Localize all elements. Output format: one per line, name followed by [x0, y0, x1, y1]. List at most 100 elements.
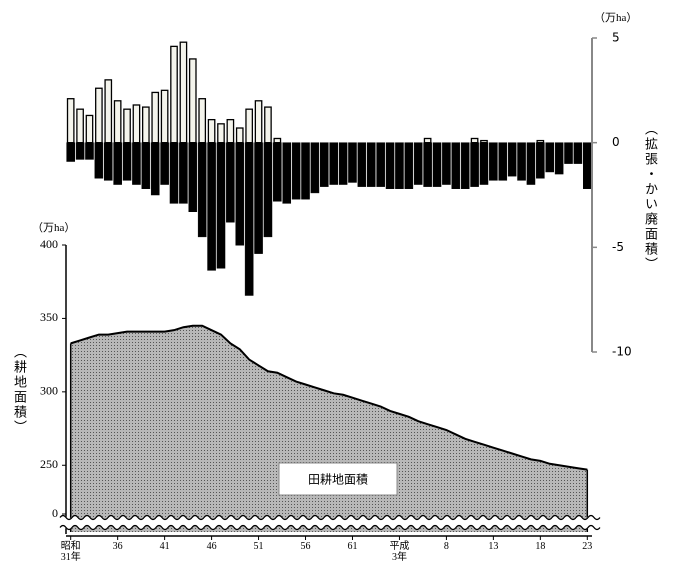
bar	[170, 45, 178, 144]
axis-break-band	[58, 515, 602, 525]
bar	[264, 106, 272, 144]
x-tick-label: 8	[443, 541, 449, 552]
area-axis-title: （耕地面積）	[12, 345, 27, 435]
bar	[385, 142, 395, 189]
x-tick-label: 61	[347, 541, 358, 552]
bar	[179, 41, 188, 144]
bar	[75, 142, 85, 160]
bar	[395, 142, 404, 189]
bar	[160, 89, 169, 144]
bar	[113, 142, 122, 185]
bar	[94, 142, 104, 179]
x-tick-label: 41	[159, 541, 170, 552]
bar	[188, 142, 198, 212]
bar	[151, 91, 160, 144]
bar	[85, 114, 94, 144]
bar	[235, 142, 245, 246]
bar	[536, 139, 545, 144]
bar	[160, 142, 169, 185]
bar	[95, 87, 103, 144]
area-unit: （万ha）	[32, 222, 76, 234]
bar	[245, 108, 254, 144]
bar	[404, 142, 414, 189]
bar	[197, 142, 207, 238]
bar	[423, 137, 432, 144]
bar	[451, 142, 461, 189]
area	[70, 324, 588, 471]
bar	[169, 142, 179, 204]
bar	[413, 142, 423, 185]
bar	[254, 142, 263, 254]
bar	[226, 142, 235, 223]
bar	[564, 142, 573, 164]
bar	[348, 142, 357, 183]
bar	[536, 142, 545, 179]
bar	[103, 142, 113, 181]
bar	[526, 142, 536, 185]
y-tick-label: 0	[52, 506, 58, 520]
bar	[366, 142, 376, 187]
bar	[554, 142, 564, 175]
bar	[113, 100, 122, 144]
bar	[376, 142, 385, 187]
bar	[310, 142, 320, 194]
x-tick-label: 56	[300, 541, 311, 552]
bar	[507, 142, 517, 177]
y-tick-label: 0	[612, 135, 620, 149]
bar	[470, 142, 479, 187]
bar	[235, 127, 244, 144]
bar	[66, 98, 75, 144]
x-tick-label: 51	[253, 541, 264, 552]
bar	[338, 142, 348, 185]
bar	[357, 142, 367, 187]
y-tick-label: -10	[612, 345, 632, 359]
annotation-box	[278, 462, 398, 496]
bar	[498, 142, 508, 181]
bar	[226, 118, 235, 144]
bar	[273, 137, 282, 144]
bar	[479, 142, 489, 185]
bar	[150, 142, 160, 196]
axis-break	[59, 514, 601, 521]
bar	[442, 142, 451, 185]
y-tick-label: -5	[612, 240, 624, 254]
bar	[216, 142, 226, 269]
bar	[329, 142, 338, 185]
y-tick-label: 250	[40, 457, 58, 471]
bar	[460, 142, 470, 189]
bar	[545, 142, 555, 173]
bar	[282, 142, 292, 204]
x-tick-label: 18	[535, 541, 546, 552]
bar	[217, 123, 225, 144]
x-tick-label: 13	[488, 541, 499, 552]
bar	[244, 142, 254, 296]
x-tick-label: 昭和31年	[60, 541, 81, 563]
bar	[320, 142, 329, 187]
bar-unit: （万ha）	[594, 12, 638, 24]
bar	[188, 58, 197, 144]
y-tick-label: 5	[612, 31, 620, 45]
bar	[573, 142, 583, 164]
bar	[122, 142, 132, 181]
bar	[179, 142, 188, 204]
bar	[489, 142, 498, 181]
bar	[207, 118, 216, 144]
bar	[132, 104, 141, 144]
annotation: 田耕地面積	[308, 472, 368, 487]
y-tick-label: 350	[40, 310, 58, 324]
y-tick-label: 400	[40, 237, 58, 251]
axis-break	[59, 524, 601, 531]
bar	[76, 108, 84, 144]
bar	[583, 142, 592, 189]
bar	[470, 137, 479, 144]
bar	[254, 100, 263, 144]
bar	[263, 142, 273, 238]
bar	[480, 139, 488, 144]
bar	[423, 142, 432, 187]
bar	[291, 142, 301, 200]
bar	[123, 108, 131, 144]
x-tick-label: 36	[112, 541, 123, 552]
x-tick-label: 46	[206, 541, 217, 552]
bar	[132, 142, 141, 185]
